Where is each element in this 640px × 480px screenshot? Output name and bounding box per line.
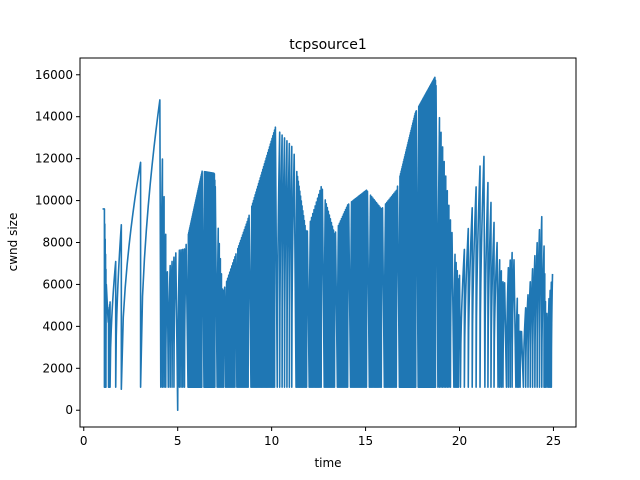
x-tick-label: 15	[358, 434, 373, 448]
x-axis-ticks: 0 5 10 15 20 25	[80, 427, 561, 448]
y-axis-label: cwnd size	[6, 213, 20, 272]
y-tick-label: 0	[65, 403, 73, 417]
series-line-cwnd	[101, 76, 554, 412]
y-tick-label: 16000	[35, 68, 73, 82]
x-axis-label: time	[314, 456, 341, 470]
y-tick-label: 2000	[42, 361, 73, 375]
x-tick-label: 20	[452, 434, 467, 448]
plot-area: 0 5 10 15 20 25 0 2000 4000 6000 8000 10000 12000 14…	[35, 57, 577, 448]
y-tick-label: 6000	[42, 277, 73, 291]
y-axis-ticks: 0 2000 4000 6000 8000 10000 12000 14000 16000	[35, 68, 80, 417]
x-tick-label: 0	[80, 434, 88, 448]
y-tick-label: 8000	[42, 236, 73, 250]
series-layer	[101, 76, 554, 412]
y-tick-label: 10000	[35, 194, 73, 208]
x-tick-label: 25	[546, 434, 561, 448]
x-tick-label: 10	[264, 434, 279, 448]
y-tick-label: 14000	[35, 110, 73, 124]
y-tick-label: 4000	[42, 319, 73, 333]
y-tick-label: 12000	[35, 152, 73, 166]
chart-title: tcpsource1	[289, 37, 366, 53]
x-tick-label: 5	[174, 434, 182, 448]
